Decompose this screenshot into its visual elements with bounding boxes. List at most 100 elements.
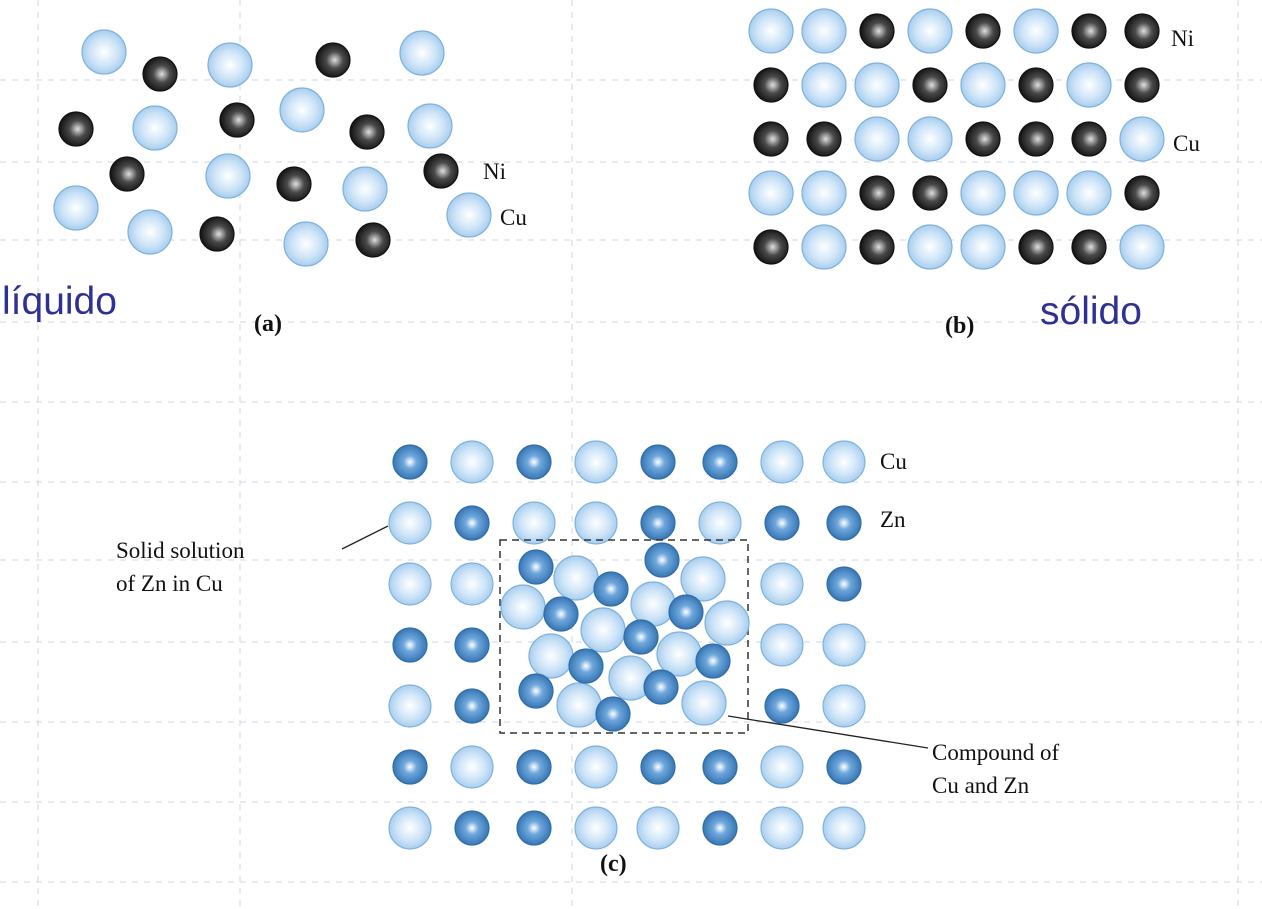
- zn-atom: [826, 566, 862, 602]
- panel-c-lattice: [388, 440, 866, 850]
- cu-atom: [342, 166, 388, 212]
- cu-atom: [450, 562, 494, 606]
- cu-atom: [407, 103, 453, 149]
- cu-atom: [960, 170, 1006, 216]
- cu-atom: [760, 440, 804, 484]
- zn-atom: [516, 810, 552, 846]
- ni-atom: [859, 13, 895, 49]
- cu-atom: [907, 224, 953, 270]
- cu-atom: [907, 8, 953, 54]
- cu-atom: [801, 62, 847, 108]
- ni-atom: [315, 42, 351, 78]
- cu-atom: [399, 30, 445, 76]
- zn-atom: [640, 749, 676, 785]
- ni-atom: [109, 156, 145, 192]
- ni-atom: [1018, 229, 1054, 265]
- cu-atom: [81, 29, 127, 75]
- ni-atom: [199, 216, 235, 252]
- zn-atom: [826, 749, 862, 785]
- zn-atom: [640, 444, 676, 480]
- solid-solution-leader-line: [341, 525, 389, 550]
- ni-atom: [912, 175, 948, 211]
- cu-atom: [656, 631, 702, 677]
- panel-a-liquid-atoms: [53, 29, 492, 267]
- ni-atom: [1071, 13, 1107, 49]
- zn-atom: [516, 749, 552, 785]
- cu-atom: [1013, 170, 1059, 216]
- panel-a-caption: (a): [254, 311, 282, 337]
- cu-atom: [801, 224, 847, 270]
- ni-atom: [142, 56, 178, 92]
- zn-atom: [518, 549, 554, 585]
- cu-atom: [283, 221, 329, 267]
- cu-atom: [574, 806, 618, 850]
- zn-atom: [392, 749, 428, 785]
- cu-atom: [854, 116, 900, 162]
- cu-atom: [500, 584, 546, 630]
- ni-atom: [58, 111, 94, 147]
- ni-atom: [806, 121, 842, 157]
- cu-atom: [681, 680, 727, 726]
- ni-atom: [1124, 175, 1160, 211]
- cu-atom: [574, 501, 618, 545]
- cu-atom: [388, 501, 432, 545]
- cu-atom: [636, 806, 680, 850]
- ni-atom: [423, 153, 459, 189]
- ni-atom: [355, 222, 391, 258]
- cu-atom: [450, 440, 494, 484]
- cu-atom: [748, 8, 794, 54]
- ni-atom: [219, 102, 255, 138]
- panel-b-caption: (b): [945, 313, 975, 339]
- cu-atom: [53, 185, 99, 231]
- compound-atoms: [500, 542, 750, 732]
- cu-atom: [580, 607, 626, 653]
- cu-atom: [1066, 170, 1112, 216]
- solid-solution-label: Solid solution of Zn in Cu: [116, 534, 244, 600]
- ni-atom: [859, 175, 895, 211]
- compound-region-box: [499, 539, 749, 734]
- zn-atom: [702, 749, 738, 785]
- cu-atom: [450, 745, 494, 789]
- panel-b-solid-lattice: [748, 8, 1165, 270]
- cu-atom: [801, 170, 847, 216]
- ni-atom: [965, 121, 1001, 157]
- panel-a-ni-label: Ni: [483, 159, 506, 184]
- zn-atom: [454, 688, 490, 724]
- ni-atom: [965, 13, 1001, 49]
- ni-atom: [859, 229, 895, 265]
- zn-atom: [826, 505, 862, 541]
- cu-atom: [822, 440, 866, 484]
- cu-atom: [574, 440, 618, 484]
- zn-atom: [702, 444, 738, 480]
- zn-atom: [568, 648, 604, 684]
- cu-atom: [388, 806, 432, 850]
- cu-atom: [760, 562, 804, 606]
- cu-atom: [704, 600, 750, 646]
- ni-atom: [753, 121, 789, 157]
- zn-atom: [454, 505, 490, 541]
- ni-atom: [1071, 121, 1107, 157]
- ni-atom: [753, 229, 789, 265]
- panel-b-cu-label: Cu: [1173, 131, 1200, 156]
- ni-atom: [1124, 13, 1160, 49]
- cu-atom: [1119, 116, 1165, 162]
- cu-atom: [801, 8, 847, 54]
- cu-atom: [1119, 224, 1165, 270]
- cu-atom: [822, 623, 866, 667]
- cu-atom: [1066, 62, 1112, 108]
- cu-atom: [630, 581, 676, 627]
- cu-atom: [388, 684, 432, 728]
- cu-atom: [388, 562, 432, 606]
- zn-atom: [640, 505, 676, 541]
- compound-label-line-2: Cu and Zn: [932, 773, 1030, 798]
- zn-atom: [595, 696, 631, 732]
- compound-leader-line: [727, 715, 929, 749]
- cu-atom: [512, 501, 556, 545]
- zn-atom: [702, 810, 738, 846]
- solid-state-label: sólido: [1040, 290, 1142, 333]
- cu-atom: [698, 501, 742, 545]
- cu-atom: [556, 682, 602, 728]
- cu-atom: [960, 224, 1006, 270]
